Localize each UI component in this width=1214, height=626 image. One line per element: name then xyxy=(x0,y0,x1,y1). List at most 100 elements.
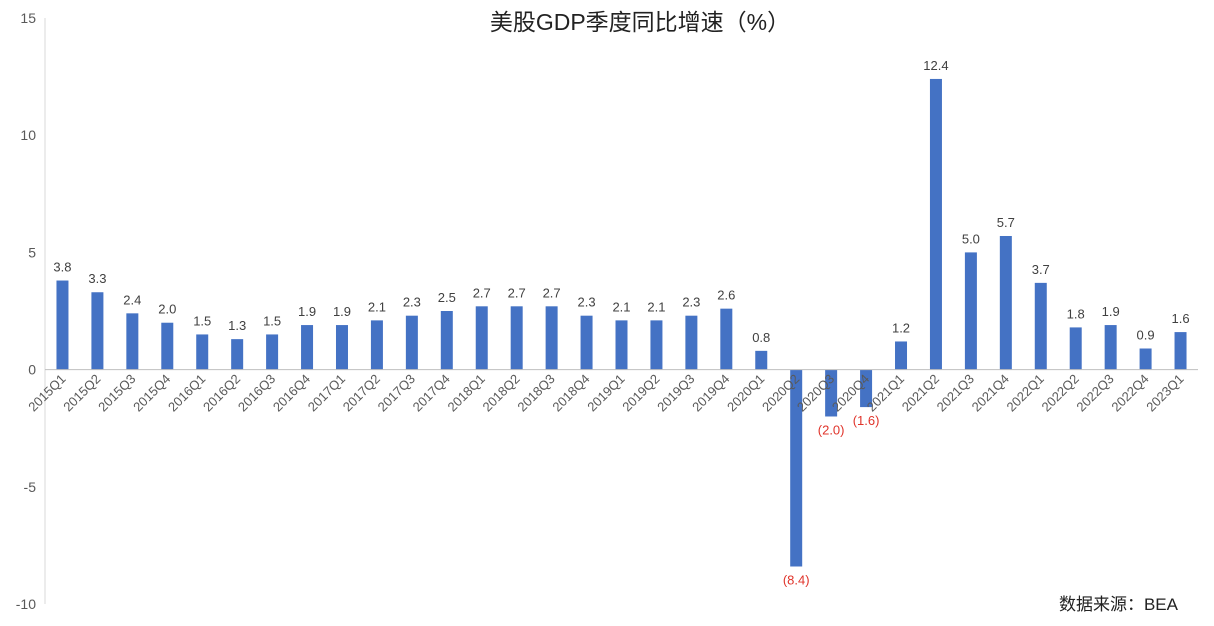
x-tick-label: 2016Q1 xyxy=(165,371,208,414)
data-label: 2.6 xyxy=(717,288,735,303)
bar-2020Q2 xyxy=(790,369,803,567)
y-tick-label: 0 xyxy=(28,362,36,378)
x-tick-label: 2017Q4 xyxy=(410,371,453,414)
data-label: 2.1 xyxy=(368,299,386,314)
data-label: 2.7 xyxy=(473,285,491,300)
data-label: 2.4 xyxy=(123,292,141,307)
data-label: 2.7 xyxy=(508,285,526,300)
data-label: 3.3 xyxy=(88,271,106,286)
bar-2015Q3 xyxy=(126,313,139,370)
bar-2021Q4 xyxy=(999,235,1012,370)
data-label: 1.9 xyxy=(1102,304,1120,319)
data-label: 1.6 xyxy=(1171,311,1189,326)
bar-2017Q3 xyxy=(405,315,418,370)
data-label: 0.8 xyxy=(752,330,770,345)
bar-2018Q4 xyxy=(580,315,593,370)
y-tick-label: 10 xyxy=(20,127,36,143)
x-tick-label: 2023Q1 xyxy=(1143,371,1186,414)
bar-2021Q3 xyxy=(964,252,977,370)
x-tick-label: 2022Q3 xyxy=(1073,371,1116,414)
data-label: 5.0 xyxy=(962,231,980,246)
data-label: 1.3 xyxy=(228,318,246,333)
x-tick-label: 2017Q2 xyxy=(340,371,383,414)
data-label: 2.0 xyxy=(158,302,176,317)
x-tick-label: 2019Q1 xyxy=(584,371,627,414)
bar-2015Q4 xyxy=(161,322,174,370)
data-label: 1.2 xyxy=(892,320,910,335)
bar-2022Q2 xyxy=(1069,327,1082,370)
data-label: 12.4 xyxy=(923,58,948,73)
data-label: (1.6) xyxy=(853,413,880,428)
bar-2020Q4 xyxy=(860,369,873,408)
y-tick-label: 5 xyxy=(28,244,36,260)
bar-2021Q2 xyxy=(929,78,942,370)
data-label: 2.5 xyxy=(438,290,456,305)
bar-2015Q2 xyxy=(91,292,104,370)
x-tick-label: 2021Q3 xyxy=(934,371,977,414)
x-tick-label: 2017Q1 xyxy=(305,371,348,414)
x-tick-label: 2016Q3 xyxy=(235,371,278,414)
data-label: 3.8 xyxy=(53,260,71,275)
bar-2015Q1 xyxy=(56,280,69,370)
bar-2019Q2 xyxy=(650,320,663,370)
x-tick-label: 2018Q1 xyxy=(445,371,488,414)
x-tick-label: 2021Q2 xyxy=(899,371,942,414)
x-tick-label: 2016Q4 xyxy=(270,371,313,414)
bar-2021Q1 xyxy=(895,341,908,370)
data-label: 2.7 xyxy=(543,285,561,300)
x-tick-label: 2016Q2 xyxy=(200,371,243,414)
bar-2017Q2 xyxy=(370,320,383,370)
data-label: 2.3 xyxy=(403,295,421,310)
bar-2016Q4 xyxy=(301,325,314,370)
x-tick-label: 2022Q4 xyxy=(1108,371,1151,414)
data-label: 2.1 xyxy=(612,299,630,314)
y-tick-label: -5 xyxy=(24,479,37,495)
bar-2017Q1 xyxy=(335,325,348,370)
x-tick-label: 2019Q3 xyxy=(654,371,697,414)
x-tick-label: 2020Q1 xyxy=(724,371,767,414)
bar-2023Q1 xyxy=(1174,332,1187,370)
bar-2018Q3 xyxy=(545,306,558,370)
bar-2018Q1 xyxy=(475,306,488,370)
x-tick-label: 2015Q2 xyxy=(60,371,103,414)
y-tick-label: 15 xyxy=(20,10,36,26)
data-labels: 3.8 3.3 2.4 2.0 1.5 1.3 1.5 1.9 1.9 2.1 2.3 2.5 2.7 2… xyxy=(53,58,1189,588)
x-tick-label: 2015Q3 xyxy=(95,371,138,414)
bar-2019Q4 xyxy=(720,308,733,370)
data-label: 1.9 xyxy=(298,304,316,319)
data-label: 1.9 xyxy=(333,304,351,319)
x-tick-label: 2015Q4 xyxy=(130,371,173,414)
x-tick-label: 2022Q1 xyxy=(1004,371,1047,414)
bar-2016Q3 xyxy=(266,334,279,370)
bar-2018Q2 xyxy=(510,306,523,370)
y-tick-label: -10 xyxy=(16,596,36,612)
data-label: 0.9 xyxy=(1137,328,1155,343)
bar-series xyxy=(56,78,1187,567)
data-label: 1.8 xyxy=(1067,306,1085,321)
bar-2020Q3 xyxy=(825,369,838,417)
x-tick-label: 2017Q3 xyxy=(375,371,418,414)
x-axis-ticks: 2015Q12015Q22015Q32015Q42016Q12016Q22016… xyxy=(25,371,1186,414)
x-tick-label: 2018Q3 xyxy=(514,371,557,414)
bar-2016Q2 xyxy=(231,339,244,370)
y-axis-ticks: 15 10 5 0 -5 -10 xyxy=(16,10,36,612)
chart-title: 美股GDP季度同比增速（%） xyxy=(490,9,790,35)
bar-2022Q3 xyxy=(1104,325,1117,370)
data-label: (2.0) xyxy=(818,422,845,437)
data-label: 5.7 xyxy=(997,215,1015,230)
data-label: 2.1 xyxy=(647,299,665,314)
data-label: (8.4) xyxy=(783,572,810,587)
data-label: 2.3 xyxy=(578,295,596,310)
data-label: 2.3 xyxy=(682,295,700,310)
x-tick-label: 2019Q2 xyxy=(619,371,662,414)
x-tick-label: 2018Q4 xyxy=(549,371,592,414)
bar-2016Q1 xyxy=(196,334,209,370)
x-tick-label: 2015Q1 xyxy=(25,371,68,414)
bar-2022Q1 xyxy=(1034,282,1047,370)
x-tick-label: 2021Q4 xyxy=(969,371,1012,414)
data-label: 3.7 xyxy=(1032,262,1050,277)
bar-2020Q1 xyxy=(755,350,768,370)
bar-2017Q4 xyxy=(440,311,453,370)
x-tick-label: 2019Q4 xyxy=(689,371,732,414)
